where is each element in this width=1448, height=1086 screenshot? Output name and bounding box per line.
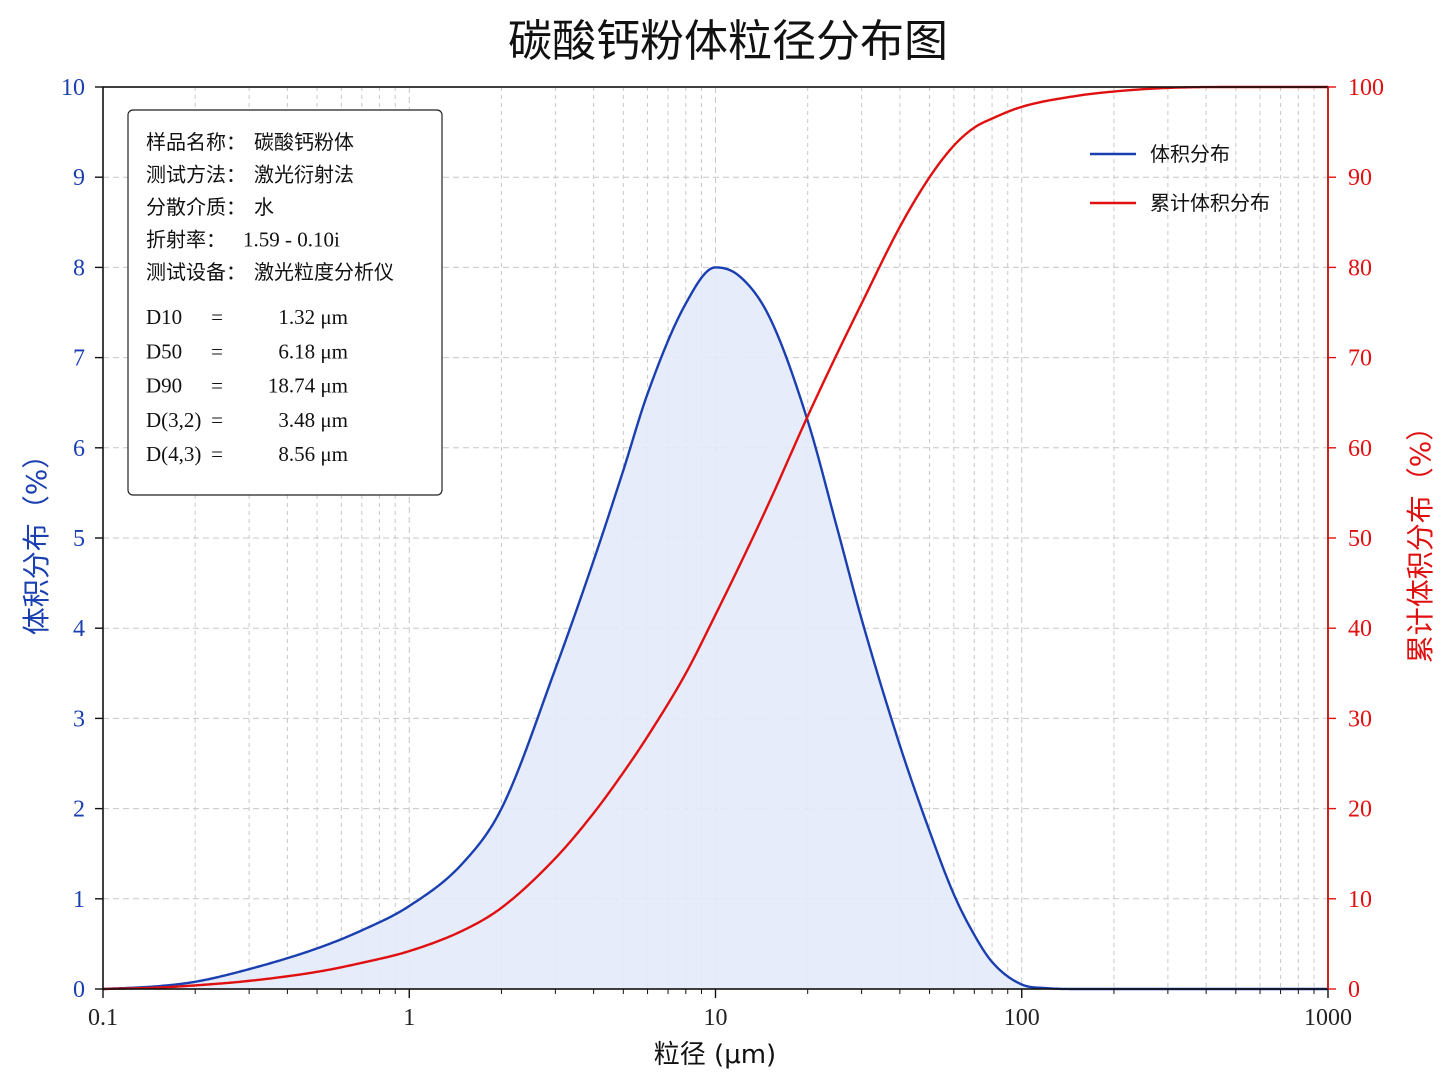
info-label: 分散介质：	[146, 195, 246, 219]
y-left-tick-label: 2	[73, 797, 85, 823]
y-right-tick-label: 80	[1348, 255, 1372, 281]
info-value: 水	[254, 195, 274, 219]
info-label: 折射率：	[146, 228, 226, 252]
y-left-tick-label: 4	[73, 616, 85, 642]
y-left-tick-label: 6	[73, 436, 85, 462]
stat-value: 8.56 μm	[278, 442, 348, 466]
x-tick-label: 100	[1004, 1005, 1040, 1031]
stat-value: 18.74 μm	[268, 374, 348, 398]
y-axis-right-label: 累计体积分布（%）	[1404, 413, 1437, 664]
info-value: 激光粒度分析仪	[254, 260, 394, 284]
x-tick-label: 1000	[1304, 1005, 1352, 1031]
y-right-tick-label: 40	[1348, 616, 1372, 642]
y-left-tick-label: 1	[73, 887, 85, 913]
stat-equals: =	[211, 339, 223, 363]
y-right-tick-label: 0	[1348, 977, 1360, 1003]
legend-label: 累计体积分布	[1150, 191, 1270, 215]
series-lines	[102, 85, 1328, 991]
y-left-tick-label: 10	[61, 75, 85, 101]
x-tick-label: 1	[403, 1005, 415, 1031]
y-left-tick-label: 8	[73, 255, 85, 281]
info-box-frame	[127, 109, 443, 496]
legend-label: 体积分布	[1150, 142, 1230, 166]
stat-equals: =	[211, 305, 223, 329]
stat-name: D50	[146, 339, 182, 363]
y-right-tick-label: 50	[1348, 526, 1372, 552]
stat-name: D10	[146, 305, 182, 329]
stat-name: D(3,2)	[146, 408, 201, 432]
volume-distribution-fill	[103, 267, 1328, 989]
info-label: 测试设备：	[146, 260, 246, 284]
y-left-tick-label: 5	[73, 526, 85, 552]
y-right-tick-label: 100	[1348, 75, 1384, 101]
y-right-tick-label: 10	[1348, 887, 1372, 913]
x-axis-label: 粒径 (μm)	[654, 1040, 776, 1070]
x-tick-label: 0.1	[88, 1005, 118, 1031]
y-left-tick-label: 7	[73, 346, 85, 372]
info-value: 激光衍射法	[254, 163, 354, 187]
y-axis-left-label: 体积分布（%）	[20, 441, 53, 636]
axes: 0.1 1 10 100 1000012345678910010203040506070…	[61, 75, 1384, 1031]
info-label: 测试方法：	[146, 163, 246, 187]
stat-equals: =	[211, 442, 223, 466]
y-right-tick-label: 20	[1348, 797, 1372, 823]
stat-value: 6.18 μm	[278, 339, 348, 363]
y-left-tick-label: 0	[73, 977, 85, 1003]
y-left-tick-label: 9	[73, 165, 85, 191]
y-right-tick-label: 70	[1348, 346, 1372, 372]
y-right-tick-label: 60	[1348, 436, 1372, 462]
volume-fill-layer	[103, 267, 1328, 989]
chart-title: 碳酸钙粉体粒径分布图	[508, 16, 948, 67]
volume-distribution-line	[102, 266, 1328, 991]
cumulative-distribution-line	[102, 85, 1328, 991]
stat-value: 1.32 μm	[278, 305, 348, 329]
x-tick-label: 10	[704, 1005, 728, 1031]
stat-name: D90	[146, 374, 182, 398]
stat-name: D(4,3)	[146, 442, 201, 466]
stat-equals: =	[211, 374, 223, 398]
info-value: 碳酸钙粉体	[254, 130, 354, 154]
stat-value: 3.48 μm	[278, 408, 348, 432]
info-value: 1.59 - 0.10i	[243, 228, 340, 252]
y-right-tick-label: 30	[1348, 706, 1372, 732]
info-label: 样品名称：	[146, 130, 246, 154]
y-left-tick-label: 3	[73, 706, 85, 732]
y-right-tick-label: 90	[1348, 165, 1372, 191]
stat-equals: =	[211, 408, 223, 432]
